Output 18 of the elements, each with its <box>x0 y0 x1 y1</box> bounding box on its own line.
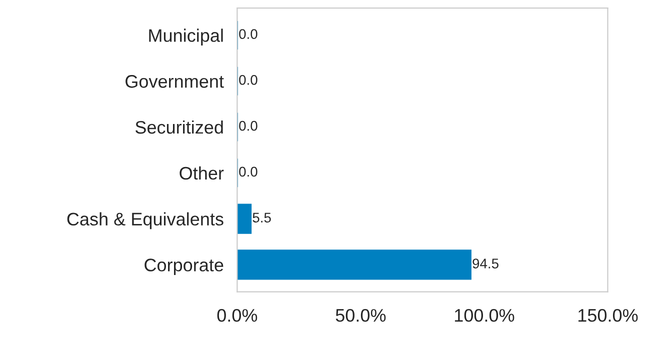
y-tick-label: Cash & Equivalents <box>67 212 224 230</box>
x-tick-label: 100.0% <box>454 308 514 322</box>
y-tick-label: Securitized <box>135 120 223 134</box>
bar <box>237 204 252 234</box>
x-tick-label: 0.0% <box>217 308 258 322</box>
y-tick-label: Corporate <box>144 258 224 276</box>
y-tick-label: Other <box>180 166 224 180</box>
bar <box>237 250 472 280</box>
data-label: 0.0 <box>239 75 258 85</box>
x-tick-label: 50.0% <box>336 308 386 322</box>
y-tick-label: Municipal <box>149 28 223 46</box>
data-label: 94.5 <box>472 258 498 268</box>
data-label: 0.0 <box>239 120 258 131</box>
y-tick-label: Government <box>126 75 224 88</box>
data-label: 0.0 <box>239 29 258 39</box>
data-label: 0.0 <box>239 166 258 177</box>
data-label: 5.5 <box>252 212 271 223</box>
x-tick-label: 150.0% <box>578 308 638 322</box>
